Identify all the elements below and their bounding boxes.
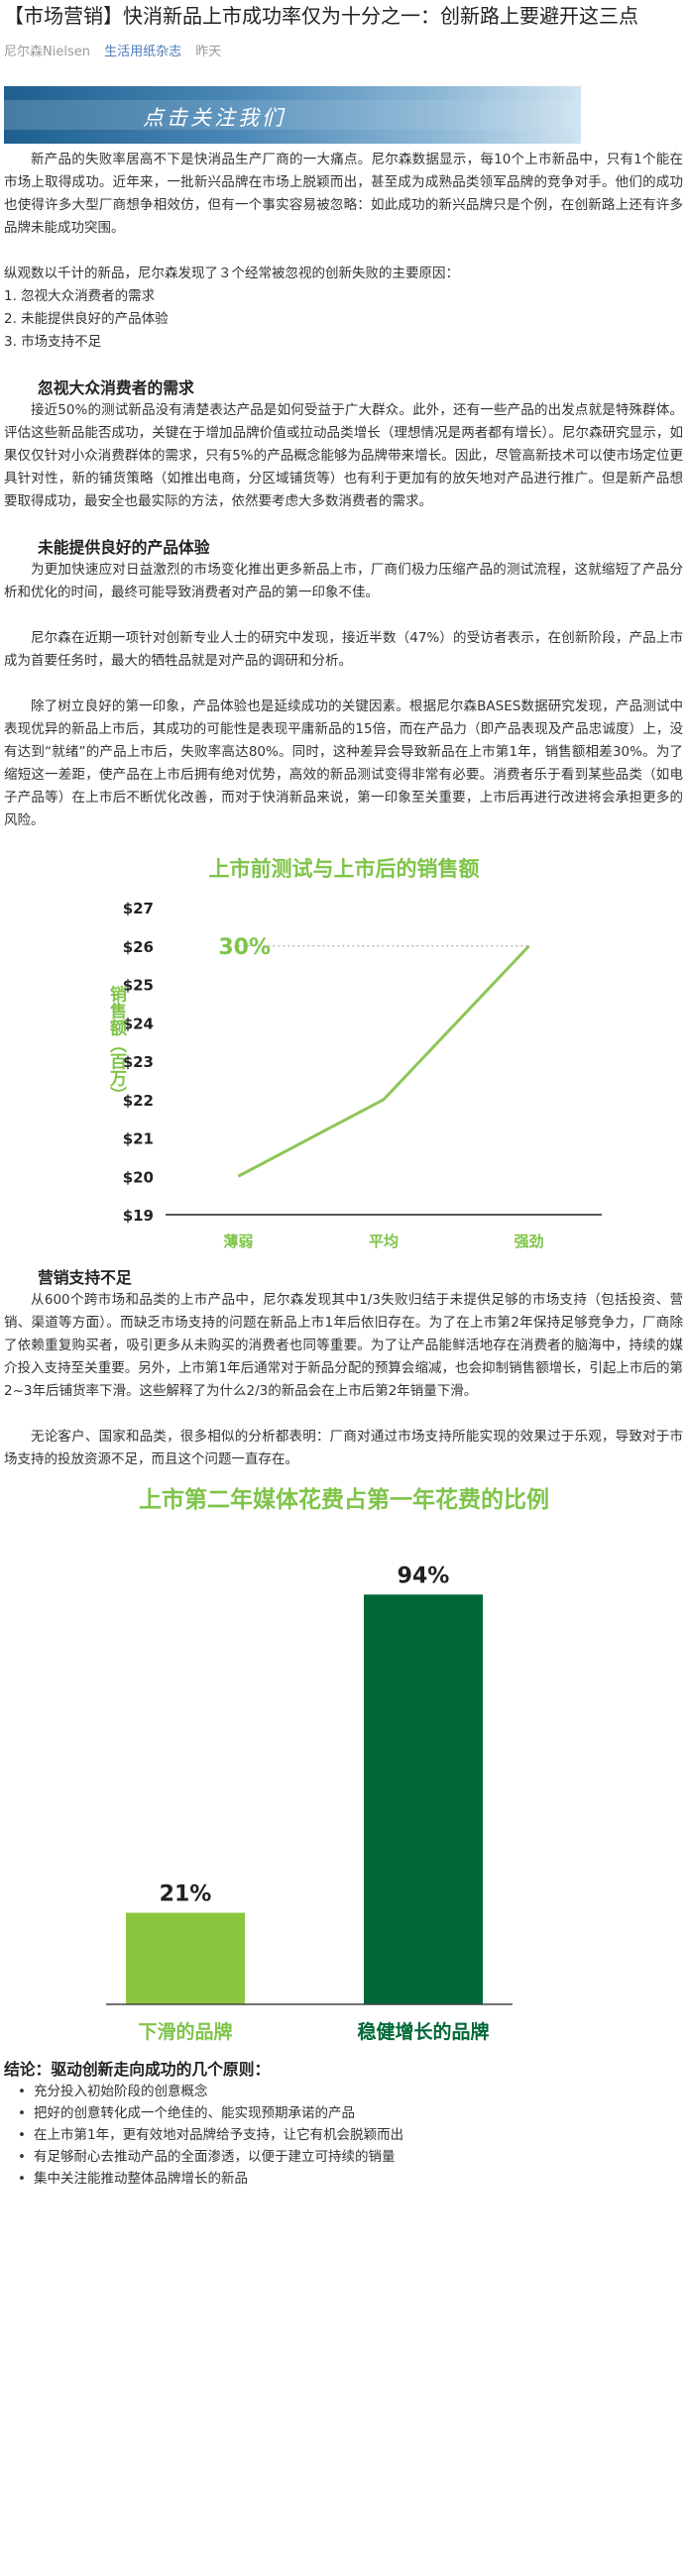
publish-date: 昨天 xyxy=(195,45,222,59)
list-item: 集中关注能推动整体品牌增长的新品 xyxy=(18,2168,683,2190)
annotation-label: 30% xyxy=(218,935,271,960)
follow-us-banner[interactable]: 点击关注我们 xyxy=(4,86,581,144)
section-paragraph: 尼尔森在近期一项针对创新专业人士的研究中发现，接近半数（47%）的受访者表示，在… xyxy=(4,630,683,669)
y-tick-label: $19 xyxy=(122,1207,153,1225)
y-tick-label: $24 xyxy=(122,1015,153,1032)
conclusion-title: 结论：驱动创新走向成功的几个原则： xyxy=(4,2060,271,2079)
bar xyxy=(363,1594,483,2004)
chart-title: 上市前测试与上市后的销售额 xyxy=(208,857,479,881)
section-heading-marketing-support: 营销支持不足 xyxy=(38,1268,132,1287)
bar-category-label: 下滑的品牌 xyxy=(138,2020,232,2043)
x-tick-label: 薄弱 xyxy=(223,1233,253,1250)
section-paragraph: 从600个跨市场和品类的上市产品中，尼尔森发现其中1/3失败归结于未提供足够的市… xyxy=(4,1292,683,1399)
y-tick-label: $27 xyxy=(122,900,153,917)
intro-paragraph: 新产品的失败率居高不下是快消品生产厂商的一大痛点。尼尔森数据显示，每10个上市新… xyxy=(4,152,683,236)
list-item: 把好的创意转化成一个绝佳的、能实现预期承诺的产品 xyxy=(18,2102,683,2124)
reasons-intro: 纵观数以千计的新品，尼尔森发现了３个经常被忽视的创新失败的主要原因： xyxy=(4,266,459,281)
reasons-list: 1. 忽视大众消费者的需求 2. 未能提供良好的产品体验 3. 市场支持不足 xyxy=(0,285,687,354)
y-tick-label: $20 xyxy=(122,1168,153,1186)
bar-value-label: 94% xyxy=(397,1563,449,1588)
article-meta: 尼尔森Nielsen 生活用纸杂志 昨天 xyxy=(0,31,687,60)
reason-item: 3. 市场支持不足 xyxy=(4,334,102,350)
principles-list: 充分投入初始阶段的创意概念 把好的创意转化成一个绝佳的、能实现预期承诺的产品 在… xyxy=(0,2081,687,2190)
bar-value-label: 21% xyxy=(159,1882,211,1907)
source-link[interactable]: 生活用纸杂志 xyxy=(104,45,182,59)
reason-item: 1. 忽视大众消费者的需求 xyxy=(4,288,156,304)
x-tick-label: 平均 xyxy=(368,1233,398,1250)
article-title: 【市场营销】快消新品上市成功率仅为十分之一：创新路上要避开这三点 xyxy=(4,4,638,28)
section-heading-mass-consumers: 忽视大众消费者的需求 xyxy=(38,378,194,397)
reason-item: 2. 未能提供良好的产品体验 xyxy=(4,311,169,327)
section-heading-product-experience: 未能提供良好的产品体验 xyxy=(38,538,210,557)
y-axis-label: 销售额（百万） xyxy=(106,984,128,1103)
follow-us-text: 点击关注我们 xyxy=(143,106,286,130)
y-tick-label: $23 xyxy=(122,1053,153,1071)
x-tick-label: 强劲 xyxy=(514,1233,543,1250)
media-spend-bar-chart: 上市第二年媒体花费占第一年花费的比例 21% 下滑的品牌 94% 稳健增长的品牌 xyxy=(105,1486,549,2043)
chart-title: 上市第二年媒体花费占第一年花费的比例 xyxy=(139,1486,549,1513)
section-paragraph: 为更加快速应对日益激烈的市场变化推出更多新品上市，厂商们极力压缩产品的测试流程，… xyxy=(4,562,683,600)
y-tick-label: $21 xyxy=(122,1130,153,1148)
section-paragraph: 接近50%的测试新品没有清楚表达产品是如何受益于广大群众。此外，还有一些产品的出… xyxy=(4,402,683,509)
section-paragraph: 无论客户、国家和品类，很多相似的分析都表明：厂商对通过市场支持所能实现的效果过于… xyxy=(4,1429,683,1467)
section-paragraph: 除了树立良好的第一印象，产品体验也是延续成功的关键因素。根据尼尔森BASES数据… xyxy=(4,698,683,828)
y-tick-label: $22 xyxy=(122,1092,153,1110)
bar-category-label: 稳健增长的品牌 xyxy=(357,2020,489,2043)
sales-series-line xyxy=(237,944,530,1178)
list-item: 在上市第1年，更有效地对品牌给予支持，让它有机会脱颖而出 xyxy=(18,2124,683,2146)
bar xyxy=(125,1912,245,2004)
y-tick-label: $25 xyxy=(122,977,153,995)
author-name: 尼尔森Nielsen xyxy=(4,45,90,59)
y-tick-label: $26 xyxy=(122,938,153,956)
list-item: 有足够耐心去推动产品的全面渗透，以便于建立可持续的销量 xyxy=(18,2146,683,2168)
sales-line-chart: 上市前测试与上市后的销售额 $19 $20 $21 $22 $23 $24 $25 $26 $27… xyxy=(106,857,602,1250)
list-item: 充分投入初始阶段的创意概念 xyxy=(18,2081,683,2102)
